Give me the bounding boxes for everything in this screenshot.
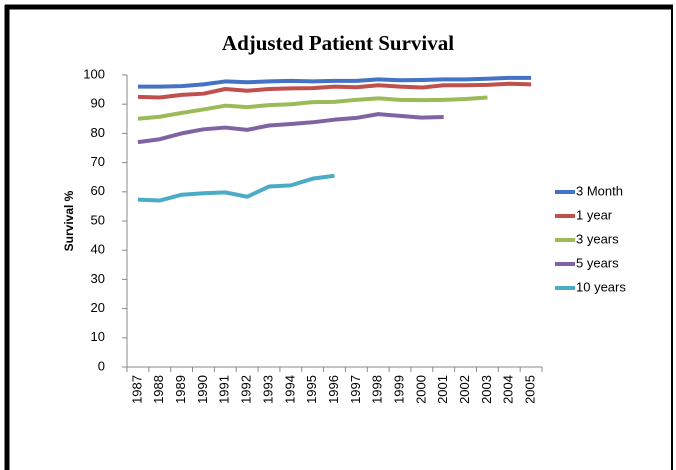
x-tick-label: 1996 — [326, 375, 341, 404]
y-tick-label: 20 — [91, 300, 105, 315]
series-line — [137, 75, 532, 89]
x-tick-label: 2005 — [523, 375, 538, 404]
x-tick-label: 1991 — [217, 375, 232, 404]
y-tick-label: 90 — [91, 96, 105, 111]
x-tick-label: 1999 — [391, 375, 406, 404]
y-tick-label: 60 — [91, 183, 105, 198]
x-tick-label: 2003 — [479, 375, 494, 404]
x-tick-label: 2001 — [435, 375, 450, 404]
y-tick-label: 100 — [83, 66, 105, 81]
x-tick-label: 1998 — [370, 375, 385, 404]
x-tick-label: 1990 — [195, 375, 210, 404]
x-tick-label: 1993 — [260, 375, 275, 404]
y-tick-label: 10 — [91, 329, 105, 344]
series-line — [137, 173, 335, 203]
x-tick-label: 1987 — [129, 375, 144, 404]
series-line — [137, 112, 444, 145]
legend-label: 1 year — [576, 207, 613, 222]
series-line — [137, 95, 488, 121]
y-tick-label: 0 — [98, 358, 105, 373]
x-tick-label: 1992 — [239, 375, 254, 404]
x-tick-label: 1994 — [282, 375, 297, 404]
x-tick-label: 2004 — [501, 375, 516, 404]
x-tick-label: 2000 — [413, 375, 428, 404]
y-tick-label: 80 — [91, 125, 105, 140]
y-tick-label: 40 — [91, 242, 105, 257]
chart-title: Adjusted Patient Survival — [222, 31, 454, 55]
y-tick-label: 70 — [91, 154, 105, 169]
legend-label: 3 years — [576, 231, 619, 246]
legend-label: 3 Month — [576, 183, 623, 198]
x-tick-label: 1989 — [173, 375, 188, 404]
y-tick-label: 30 — [91, 271, 105, 286]
y-tick-label: 50 — [91, 212, 105, 227]
legend-label: 5 years — [576, 255, 619, 270]
x-tick-label: 2002 — [457, 375, 472, 404]
x-tick-label: 1995 — [304, 375, 319, 404]
series-line — [137, 81, 532, 100]
x-tick-label: 1997 — [348, 375, 363, 404]
y-axis-label: Survival % — [62, 190, 76, 251]
legend-label: 10 years — [576, 279, 626, 294]
x-tick-label: 1988 — [151, 375, 166, 404]
